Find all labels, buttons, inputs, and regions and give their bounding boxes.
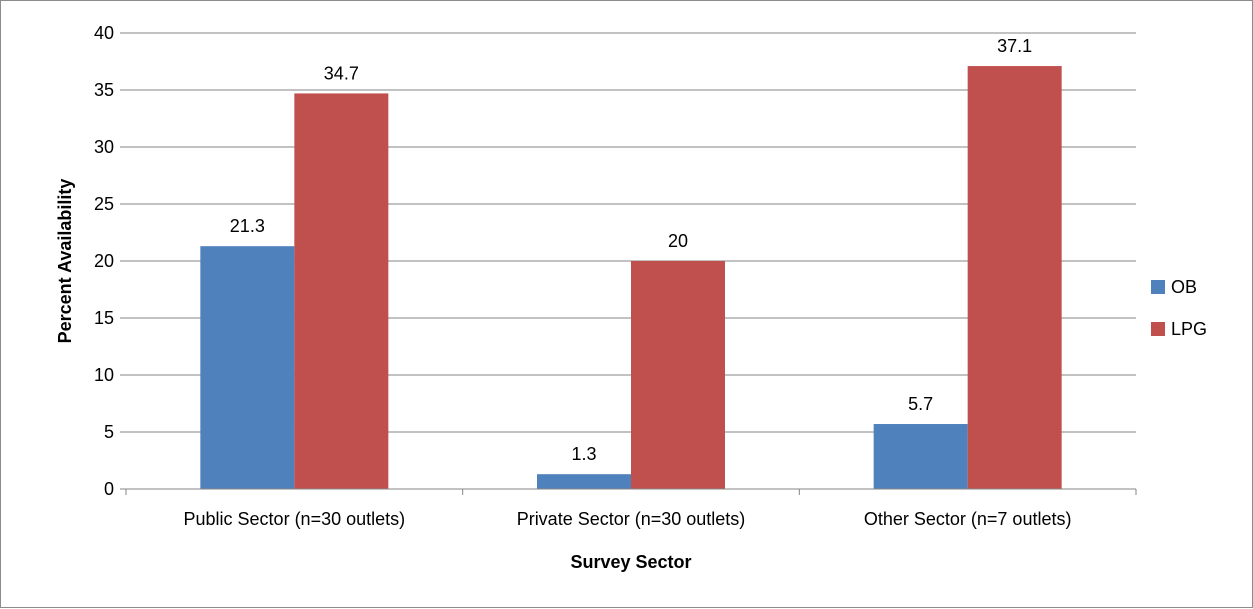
y-tick-label: 20 xyxy=(94,251,114,271)
legend-swatch-ob xyxy=(1151,280,1165,294)
data-label: 37.1 xyxy=(997,36,1032,56)
legend-label: OB xyxy=(1171,277,1197,297)
data-labels: 21.3 34.7 1.3 20 5.7 37.1 xyxy=(230,36,1032,464)
y-axis-ticks: 0 5 10 15 20 25 30 35 40 xyxy=(94,23,126,499)
x-tick-label: Private Sector (n=30 outlets) xyxy=(517,509,746,529)
x-tick-label: Public Sector (n=30 outlets) xyxy=(184,509,406,529)
y-tick-label: 15 xyxy=(94,308,114,328)
y-axis-title: Percent Availability xyxy=(55,179,75,344)
legend-swatch-lpg xyxy=(1151,322,1165,336)
data-label: 21.3 xyxy=(230,216,265,236)
bar-ob xyxy=(537,474,631,489)
x-tick-label: Other Sector (n=7 outlets) xyxy=(864,509,1072,529)
y-tick-label: 40 xyxy=(94,23,114,43)
y-tick-label: 35 xyxy=(94,80,114,100)
data-label: 20 xyxy=(668,231,688,251)
legend-label: LPG xyxy=(1171,319,1207,339)
legend: OB LPG xyxy=(1151,277,1207,339)
x-axis-title: Survey Sector xyxy=(570,552,691,572)
y-tick-label: 25 xyxy=(94,194,114,214)
y-tick-label: 10 xyxy=(94,365,114,385)
bar-ob xyxy=(200,246,295,489)
bar-lpg xyxy=(631,261,725,489)
data-label: 34.7 xyxy=(324,63,359,83)
y-tick-label: 5 xyxy=(104,422,114,442)
y-tick-label: 30 xyxy=(94,137,114,157)
bars xyxy=(200,66,1062,490)
data-label: 5.7 xyxy=(908,394,933,414)
bar-ob xyxy=(873,424,968,489)
bar-lpg xyxy=(967,66,1062,489)
bar-lpg xyxy=(294,93,389,490)
y-tick-label: 0 xyxy=(104,479,114,499)
x-axis-ticks: Public Sector (n=30 outlets) Private Sect… xyxy=(125,489,1137,529)
data-label: 1.3 xyxy=(571,444,596,464)
